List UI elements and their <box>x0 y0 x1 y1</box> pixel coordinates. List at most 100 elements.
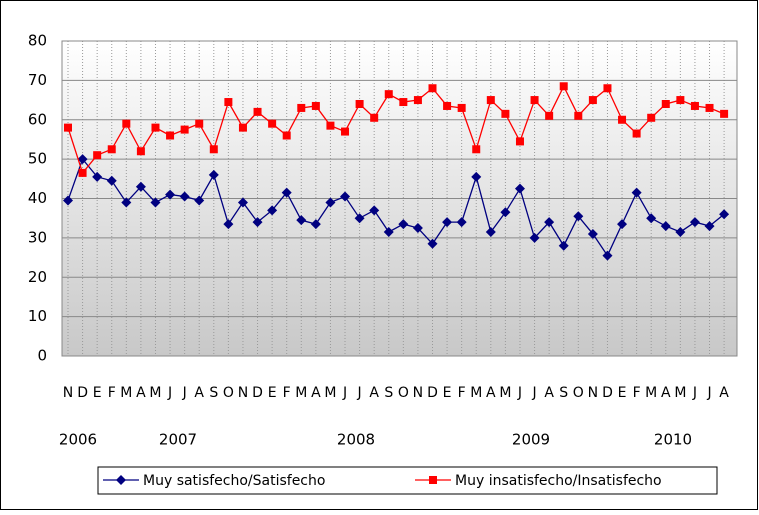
point <box>63 195 73 206</box>
point <box>297 103 306 112</box>
y-tick-label: 40 <box>28 189 47 207</box>
x-tick-label: E <box>268 385 277 401</box>
x-tick-label: J <box>706 385 711 401</box>
x-tick-label: D <box>427 385 438 401</box>
point <box>558 240 569 251</box>
x-tick-label: J <box>517 385 522 401</box>
point <box>310 219 321 230</box>
point <box>150 197 161 208</box>
point <box>106 175 117 186</box>
point <box>675 226 686 237</box>
point <box>195 119 204 128</box>
x-tick-label: O <box>223 385 234 401</box>
x-tick-label: D <box>602 385 613 401</box>
x-tick-label: J <box>167 385 172 401</box>
point <box>93 151 102 160</box>
point <box>151 123 160 132</box>
point <box>194 195 205 206</box>
x-tick-label: J <box>357 385 362 401</box>
x-tick-label: A <box>544 385 554 401</box>
point <box>179 191 190 202</box>
point <box>237 197 248 208</box>
point <box>588 96 597 105</box>
point <box>135 181 146 192</box>
point <box>383 226 394 237</box>
point <box>719 209 730 220</box>
point <box>325 197 336 208</box>
x-tick-label: N <box>238 385 248 401</box>
point <box>486 96 495 105</box>
point <box>544 217 555 228</box>
point <box>326 121 335 130</box>
point <box>282 131 291 140</box>
point <box>617 219 628 230</box>
point <box>428 84 437 93</box>
point <box>78 168 87 177</box>
point <box>530 96 539 105</box>
point <box>399 98 408 107</box>
x-tick-label: S <box>384 385 393 401</box>
point <box>676 96 685 105</box>
year-label: 2008 <box>337 431 375 449</box>
point <box>689 217 700 228</box>
x-tick-label: N <box>588 385 598 401</box>
point <box>660 221 671 232</box>
y-tick-label: 50 <box>28 150 47 168</box>
y-tick-label: 70 <box>28 71 47 89</box>
point <box>370 113 379 122</box>
point <box>603 84 612 93</box>
point <box>501 109 510 118</box>
x-tick-label: M <box>499 385 511 401</box>
point <box>485 226 496 237</box>
point <box>472 145 481 154</box>
point <box>500 207 511 218</box>
legend-marker <box>429 476 437 484</box>
point <box>412 223 423 234</box>
point <box>442 217 453 228</box>
point <box>180 125 189 134</box>
x-tick-label: E <box>93 385 102 401</box>
point <box>64 123 72 132</box>
series-line <box>67 84 725 175</box>
x-tick-label: M <box>295 385 307 401</box>
point <box>647 113 656 122</box>
point <box>618 115 627 124</box>
x-tick-label: M <box>645 385 657 401</box>
point <box>253 107 262 116</box>
point <box>443 101 452 110</box>
point <box>136 147 145 156</box>
point <box>122 119 131 128</box>
x-tick-label: M <box>324 385 336 401</box>
x-tick-label: F <box>458 385 466 401</box>
y-tick-label: 80 <box>28 32 47 50</box>
point <box>457 103 466 112</box>
point <box>92 171 103 182</box>
point <box>573 211 584 222</box>
point <box>529 232 540 243</box>
x-tick-label: O <box>573 385 584 401</box>
x-tick-label: N <box>413 385 423 401</box>
x-tick-label: A <box>194 385 204 401</box>
point <box>661 100 670 108</box>
point <box>515 137 524 146</box>
point <box>587 228 598 239</box>
point <box>238 123 247 132</box>
x-tick-label: J <box>182 385 187 401</box>
x-tick-label: F <box>283 385 291 401</box>
point <box>267 205 278 216</box>
point <box>223 219 234 230</box>
x-tick-label: F <box>633 385 641 401</box>
x-tick-label: M <box>674 385 686 401</box>
point <box>252 217 263 228</box>
x-tick-label: A <box>661 385 671 401</box>
point <box>413 96 422 105</box>
x-tick-label: D <box>252 385 263 401</box>
legend <box>97 466 718 495</box>
point <box>121 197 132 208</box>
x-tick-label: M <box>149 385 161 401</box>
point <box>398 219 409 230</box>
year-label: 2007 <box>159 431 197 449</box>
x-tick-label: M <box>120 385 132 401</box>
point <box>340 191 351 202</box>
point <box>311 101 320 110</box>
